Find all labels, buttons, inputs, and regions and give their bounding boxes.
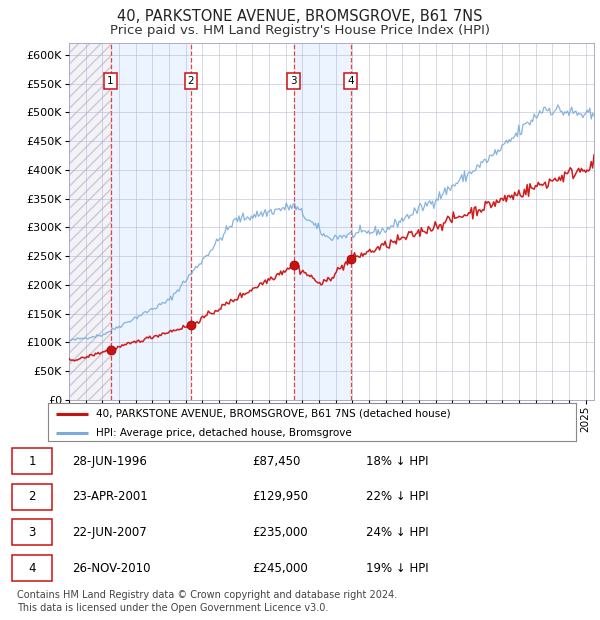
Text: 26-NOV-2010: 26-NOV-2010 [72,562,151,575]
Text: This data is licensed under the Open Government Licence v3.0.: This data is licensed under the Open Gov… [17,603,328,613]
Text: 4: 4 [347,76,354,86]
Text: 18% ↓ HPI: 18% ↓ HPI [366,454,428,467]
Text: 22-JUN-2007: 22-JUN-2007 [72,526,147,539]
Text: 3: 3 [290,76,297,86]
Text: £235,000: £235,000 [252,526,308,539]
Bar [69,43,110,400]
Text: HPI: Average price, detached house, Bromsgrove: HPI: Average price, detached house, Brom… [95,428,351,438]
Text: 2: 2 [28,490,36,503]
Bar [69,43,110,400]
Text: 22% ↓ HPI: 22% ↓ HPI [366,490,428,503]
Text: Price paid vs. HM Land Registry's House Price Index (HPI): Price paid vs. HM Land Registry's House … [110,24,490,37]
Text: 40, PARKSTONE AVENUE, BROMSGROVE, B61 7NS (detached house): 40, PARKSTONE AVENUE, BROMSGROVE, B61 7N… [95,409,450,419]
Text: 19% ↓ HPI: 19% ↓ HPI [366,562,428,575]
Text: 1: 1 [28,454,36,467]
FancyBboxPatch shape [12,484,52,510]
Text: 23-APR-2001: 23-APR-2001 [72,490,148,503]
FancyBboxPatch shape [12,448,52,474]
Text: 3: 3 [28,526,36,539]
FancyBboxPatch shape [12,555,52,581]
FancyBboxPatch shape [12,520,52,546]
Text: 1: 1 [107,76,114,86]
Bar [110,43,191,400]
Text: £129,950: £129,950 [252,490,308,503]
Text: £245,000: £245,000 [252,562,308,575]
Text: £87,450: £87,450 [252,454,301,467]
Text: 4: 4 [28,562,36,575]
Text: 2: 2 [188,76,194,86]
Text: Contains HM Land Registry data © Crown copyright and database right 2024.: Contains HM Land Registry data © Crown c… [17,590,397,600]
Text: 28-JUN-1996: 28-JUN-1996 [72,454,147,467]
Bar [293,43,350,400]
Text: 24% ↓ HPI: 24% ↓ HPI [366,526,428,539]
Text: 40, PARKSTONE AVENUE, BROMSGROVE, B61 7NS: 40, PARKSTONE AVENUE, BROMSGROVE, B61 7N… [117,9,483,24]
